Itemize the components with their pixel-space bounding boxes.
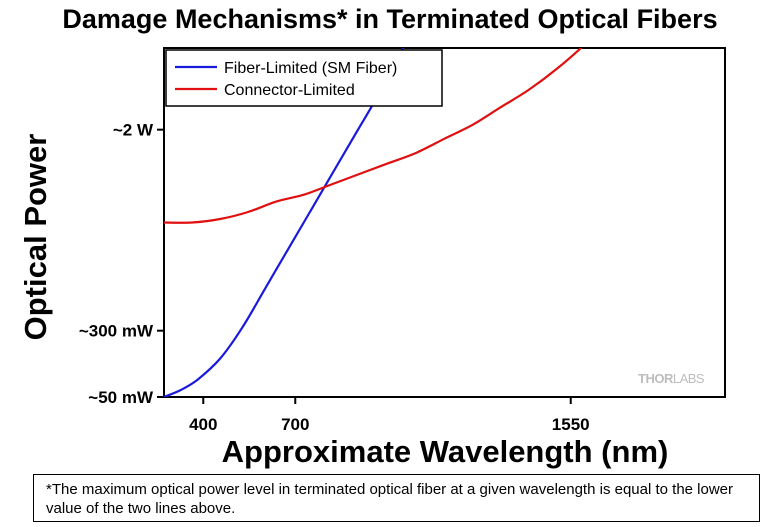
y-tick-label: ~50 mW (88, 388, 154, 407)
y-tick-label: ~300 mW (79, 322, 154, 341)
chart-title: Damage Mechanisms* in Terminated Optical… (62, 4, 718, 34)
legend-label: Fiber-Limited (SM Fiber) (224, 60, 397, 77)
x-tick-label: 400 (189, 415, 217, 434)
y-axis-title: Optical Power (18, 133, 53, 341)
series-lines (164, 48, 583, 397)
x-axis-title: Approximate Wavelength (nm) (221, 434, 669, 469)
series-line-connector-limited (164, 48, 583, 224)
legend-label: Connector-Limited (224, 82, 355, 99)
footnote: *The maximum optical power level in term… (33, 474, 760, 522)
thorlabs-logo: THORLABS (638, 371, 705, 386)
logo-part-a: THOR (638, 371, 673, 386)
legend-box (165, 49, 443, 107)
y-tick-label: ~2 W (113, 121, 154, 140)
x-tick-label: 700 (281, 415, 309, 434)
legend: Fiber-Limited (SM Fiber) Connector-Limite… (165, 49, 443, 107)
chart-svg: ~50 mW ~300 mW ~2 W 400 700 1550 Fiber-Limite… (79, 47, 726, 434)
x-tick-label: 1550 (552, 415, 590, 434)
logo-part-b: LABS (672, 371, 705, 386)
series-line-fiber-limited (164, 48, 405, 397)
